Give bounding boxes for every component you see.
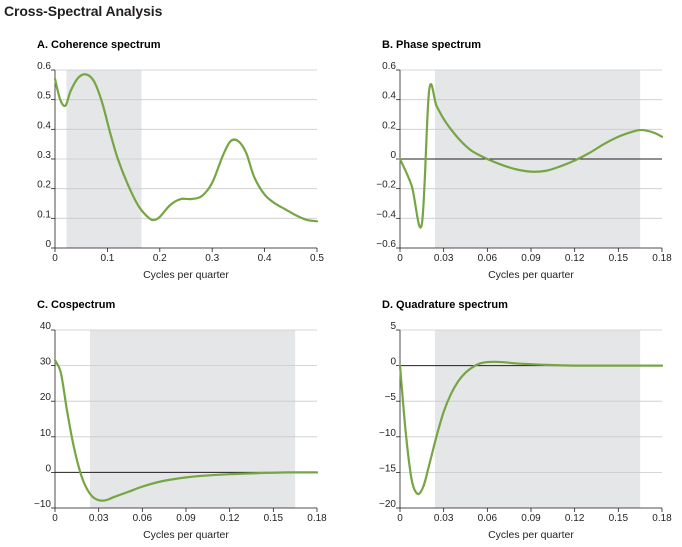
x-axis-label: Cycles per quarter	[488, 269, 574, 281]
y-tick-label: −5	[385, 392, 397, 403]
y-tick-label: −0.2	[376, 180, 396, 191]
panel-0: 0 0.1 0.2 0.3 0.4 0.5 0.6 0 0.1 0.2 0.3 0.4 0.5 A. Co…	[37, 39, 324, 281]
x-tick-label: 0.12	[220, 513, 240, 524]
x-axis-label: Cycles per quarter	[488, 529, 574, 541]
x-tick-label: 0.18	[652, 513, 672, 524]
panel-title: C. Cospectrum	[37, 299, 115, 311]
panel-title: D. Quadrature spectrum	[382, 299, 508, 311]
shaded-band	[90, 330, 295, 508]
y-tick-label: 0	[390, 150, 396, 161]
x-tick-label: 0.2	[153, 253, 167, 264]
x-tick-label: 0.4	[258, 253, 272, 264]
x-tick-label: 0.09	[176, 513, 196, 524]
y-tick-label: 0	[390, 357, 396, 368]
x-tick-label: 0.18	[307, 513, 327, 524]
y-tick-label: −10	[34, 499, 51, 510]
panel-title: A. Coherence spectrum	[37, 39, 161, 51]
y-tick-label: 0.6	[382, 61, 396, 72]
y-tick-label: 0.2	[382, 120, 396, 131]
x-tick-label: 0.12	[565, 253, 585, 264]
y-tick-label: 0.1	[37, 209, 51, 220]
panel-1: −0.6 −0.4 −0.2 0 0.2 0.4 0.6 0 0.03 0.06 0.09 0.12 0…	[376, 39, 672, 281]
y-tick-label: −0.4	[376, 209, 396, 220]
x-tick-label: 0.15	[609, 513, 629, 524]
x-axis-label: Cycles per quarter	[143, 269, 229, 281]
y-tick-label: 0	[45, 463, 51, 474]
y-tick-label: 30	[40, 357, 52, 368]
y-tick-label: 0.5	[37, 91, 51, 102]
y-tick-label: 10	[40, 428, 52, 439]
x-tick-label: 0.06	[478, 253, 498, 264]
x-tick-label: 0	[397, 513, 403, 524]
y-tick-label: 0.4	[382, 91, 396, 102]
y-tick-label: 0.6	[37, 61, 51, 72]
x-tick-label: 0	[397, 253, 403, 264]
x-tick-label: 0.09	[521, 253, 541, 264]
y-tick-label: −10	[379, 428, 396, 439]
x-tick-label: 0.09	[521, 513, 541, 524]
y-tick-label: 40	[40, 321, 52, 332]
x-tick-label: 0	[52, 513, 58, 524]
panel-3: −20 −15 −10 −5 0 5 0 0.03 0.06 0.09 0.12 0.15 0.18 D.…	[379, 299, 672, 541]
y-tick-label: 0.3	[37, 150, 51, 161]
y-tick-label: 5	[390, 321, 396, 332]
x-tick-label: 0.12	[565, 513, 585, 524]
y-tick-label: −20	[379, 499, 396, 510]
x-tick-label: 0.03	[89, 513, 109, 524]
x-tick-label: 0.15	[609, 253, 629, 264]
panel-title: B. Phase spectrum	[382, 39, 481, 51]
shaded-band	[435, 330, 640, 508]
y-tick-label: 0	[45, 239, 51, 250]
x-tick-label: 0	[52, 253, 58, 264]
x-tick-label: 0.03	[434, 513, 454, 524]
x-tick-label: 0.03	[434, 253, 454, 264]
x-tick-label: 0.06	[133, 513, 153, 524]
x-tick-label: 0.15	[264, 513, 284, 524]
y-tick-label: 20	[40, 392, 52, 403]
x-tick-label: 0.5	[310, 253, 324, 264]
x-tick-label: 0.3	[205, 253, 219, 264]
x-tick-label: 0.18	[652, 253, 672, 264]
y-tick-label: −0.6	[376, 239, 396, 250]
x-axis-label: Cycles per quarter	[143, 529, 229, 541]
x-tick-label: 0.06	[478, 513, 498, 524]
y-tick-label: 0.2	[37, 180, 51, 191]
y-tick-label: 0.4	[37, 120, 51, 131]
y-tick-label: −15	[379, 463, 396, 474]
x-tick-label: 0.1	[100, 253, 114, 264]
